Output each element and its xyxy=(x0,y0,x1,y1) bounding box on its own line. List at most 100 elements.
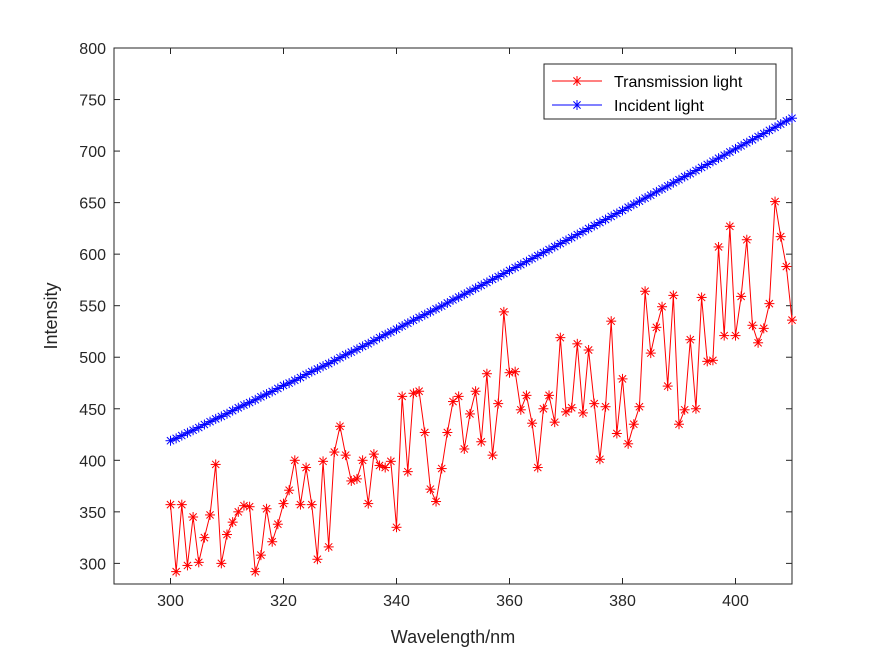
series-0-point xyxy=(498,306,509,317)
series-0-point xyxy=(402,466,413,477)
series-1-point xyxy=(713,153,724,164)
series-1-point xyxy=(662,180,673,191)
series-1-point xyxy=(385,327,396,338)
series-1-point xyxy=(770,122,781,133)
series-0-point xyxy=(481,368,492,379)
y-axis-label: Intensity xyxy=(41,282,61,349)
series-0-point xyxy=(210,459,221,470)
series-0-point xyxy=(600,401,611,412)
series-0-point xyxy=(747,320,758,331)
x-axis: 300 320 340 360 380 400 xyxy=(157,48,749,610)
series-0-point xyxy=(272,519,283,530)
series-0-point xyxy=(176,499,187,510)
series-1-point xyxy=(611,208,622,219)
series-1-point xyxy=(741,137,752,148)
series-1-point xyxy=(250,394,261,405)
series-0-point xyxy=(532,462,543,473)
series-1-point xyxy=(481,277,492,288)
series-1-point xyxy=(674,174,684,185)
series-0-point xyxy=(538,403,549,414)
series-0-point xyxy=(301,462,312,473)
series-0-point xyxy=(222,529,232,540)
series-1-point xyxy=(600,214,611,225)
series-0-point xyxy=(244,501,255,512)
series-1-point xyxy=(685,168,696,179)
series-0-point xyxy=(476,436,487,447)
series-1 xyxy=(165,113,797,446)
series-0-point xyxy=(758,323,769,334)
series-1-point xyxy=(515,259,526,270)
series-0-point xyxy=(193,557,204,568)
series-0-point xyxy=(419,427,430,438)
series-1-point xyxy=(397,321,408,332)
series-0-point xyxy=(589,398,600,409)
series-0-point xyxy=(577,407,588,418)
y-tick-label: 450 xyxy=(79,402,106,419)
series-1-point xyxy=(679,171,690,182)
series-1-point xyxy=(628,199,639,210)
series-0-point xyxy=(753,337,764,348)
series-0-point xyxy=(702,356,713,367)
series-1-point xyxy=(719,150,730,161)
series-0-point xyxy=(442,427,453,438)
series-0-point xyxy=(549,417,560,428)
series-0-point xyxy=(289,455,300,466)
y-tick-label: 750 xyxy=(79,93,106,110)
series-0-point xyxy=(736,291,747,302)
series-0-point xyxy=(640,286,651,297)
series-0-point xyxy=(662,381,673,392)
series-1-point xyxy=(555,238,566,249)
axes-frame xyxy=(113,47,793,585)
series-1-point xyxy=(402,318,413,329)
series-0 xyxy=(165,196,797,577)
series-0-point xyxy=(657,301,668,312)
series-1-point xyxy=(724,147,735,158)
series-1-point xyxy=(696,162,707,173)
series-0-point xyxy=(267,536,278,547)
y-tick-label: 800 xyxy=(79,41,106,58)
series-0-point xyxy=(312,554,323,565)
series-1-point xyxy=(470,283,481,294)
series-1-point xyxy=(272,383,283,394)
y-axis: 300 350 400 450 500 550 600 650 700 750 800 xyxy=(79,41,792,573)
x-tick-label: 300 xyxy=(157,593,184,610)
series-0-point xyxy=(724,221,735,232)
series-0-point xyxy=(668,290,679,301)
series-1-point xyxy=(527,253,538,264)
series-0-point xyxy=(696,292,707,303)
series-0-point xyxy=(583,345,594,356)
legend: Transmission light Incident light xyxy=(543,63,777,120)
series-1-point xyxy=(374,332,385,343)
y-tick-label: 500 xyxy=(79,350,106,367)
series-1-point xyxy=(577,226,588,237)
series-0-point xyxy=(464,408,475,419)
series-1-point xyxy=(566,232,577,243)
series-0-point xyxy=(719,330,730,341)
series-0-point xyxy=(227,517,238,528)
series-1-point xyxy=(442,298,453,309)
legend-label: Incident light xyxy=(614,98,704,115)
y-tick-label: 700 xyxy=(79,144,106,161)
series-1-point xyxy=(572,100,582,110)
series-0-point xyxy=(414,386,425,397)
series-0-point xyxy=(199,532,210,543)
series-0-point xyxy=(741,234,752,245)
series-0-point xyxy=(216,558,227,569)
legend-item: Transmission light xyxy=(552,74,743,91)
series-1-point xyxy=(329,355,340,366)
series-1-point xyxy=(323,358,334,369)
series-1-point xyxy=(583,223,594,234)
series-1-point xyxy=(623,202,634,213)
series-1-point xyxy=(436,301,447,312)
series-1-point xyxy=(419,309,430,320)
series-0-point xyxy=(188,512,199,522)
series-0-point xyxy=(250,566,261,577)
series-0-point xyxy=(628,419,639,430)
series-0-point xyxy=(295,499,306,510)
series-1-point xyxy=(476,280,487,291)
series-1-point xyxy=(640,193,651,204)
series-0-point xyxy=(787,315,797,326)
series-1-point xyxy=(532,250,543,261)
series-0-point xyxy=(397,391,408,402)
